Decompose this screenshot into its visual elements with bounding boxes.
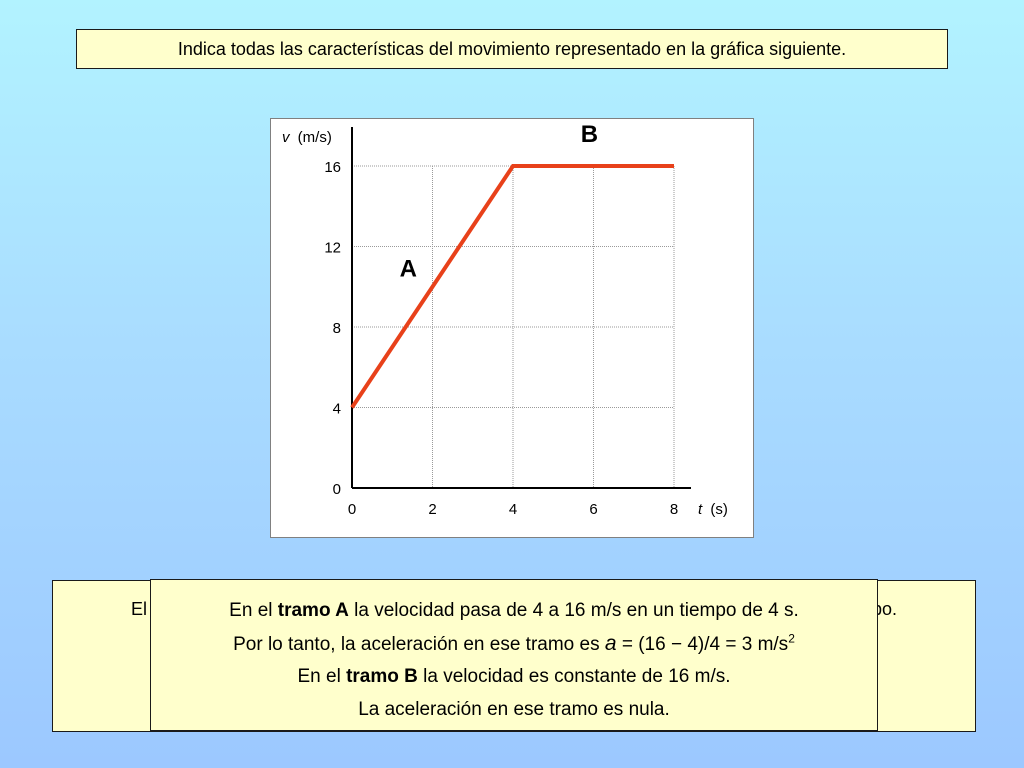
y-tick-label-12: 12 <box>324 240 341 257</box>
y-axis-symbol: v <box>282 129 291 146</box>
x-axis-unit: (s) <box>710 501 728 518</box>
x-axis-label: t (s) <box>698 501 728 518</box>
x-tick-label-6: 6 <box>589 501 597 518</box>
line4-text: La aceleración en ese tramo es nula. <box>358 699 670 720</box>
line2-sup: 2 <box>788 631 795 646</box>
line3-pre: En el <box>297 666 347 687</box>
line1-bold: tramo A <box>277 600 349 621</box>
line2-post: = (16 − 4)/4 = 3 m/s <box>616 634 789 655</box>
line2-italic: a <box>604 632 617 655</box>
explanation-line-1: En el tramo A la velocidad pasa de 4 a 1… <box>151 594 877 627</box>
line3-bold: tramo B <box>346 666 418 687</box>
chart-grid <box>352 165 675 488</box>
y-tick-label-16: 16 <box>324 159 341 176</box>
question-box: Indica todas las características del mov… <box>76 29 948 69</box>
chart-tick-labels: 0 4 8 12 16 0 2 4 6 8 <box>324 159 678 518</box>
hidden-answer-right: po. <box>871 599 897 619</box>
y-tick-label-0: 0 <box>333 481 341 498</box>
explanation-line-2: Por lo tanto, la aceleración en ese tram… <box>151 627 877 660</box>
y-axis-label: v (m/s) <box>282 129 332 146</box>
x-axis-symbol: t <box>698 501 703 518</box>
y-tick-label-4: 4 <box>333 401 341 418</box>
y-tick-label-8: 8 <box>333 320 341 337</box>
explanation-line-4: La aceleración en ese tramo es nula. <box>151 693 877 726</box>
segment-label-b: B <box>581 121 598 148</box>
line2-pre: Por lo tanto, la aceleración en ese tram… <box>233 634 605 655</box>
segment-label-a: A <box>400 256 417 283</box>
y-axis-unit: (m/s) <box>298 129 332 146</box>
x-tick-label-8: 8 <box>670 501 678 518</box>
hidden-answer-text: El po. <box>53 599 975 620</box>
series-line-0 <box>350 164 674 409</box>
x-tick-label-2: 2 <box>428 501 436 518</box>
chart-axes <box>351 127 691 489</box>
line1-pre: En el <box>229 600 278 621</box>
x-tick-label-0: 0 <box>348 501 356 518</box>
x-tick-label-4: 4 <box>509 501 517 518</box>
chart-series <box>350 164 674 409</box>
explanation-line-3: En el tramo B la velocidad es constante … <box>151 660 877 693</box>
line3-post: la velocidad es constante de 16 m/s. <box>417 666 731 687</box>
hidden-answer-left: El <box>131 599 148 619</box>
chart-annotations: AB <box>400 121 598 283</box>
explanation-box: En el tramo A la velocidad pasa de 4 a 1… <box>150 579 878 731</box>
question-text: Indica todas las características del mov… <box>177 39 847 59</box>
line1-post: la velocidad pasa de 4 a 16 m/s en un ti… <box>348 600 799 621</box>
